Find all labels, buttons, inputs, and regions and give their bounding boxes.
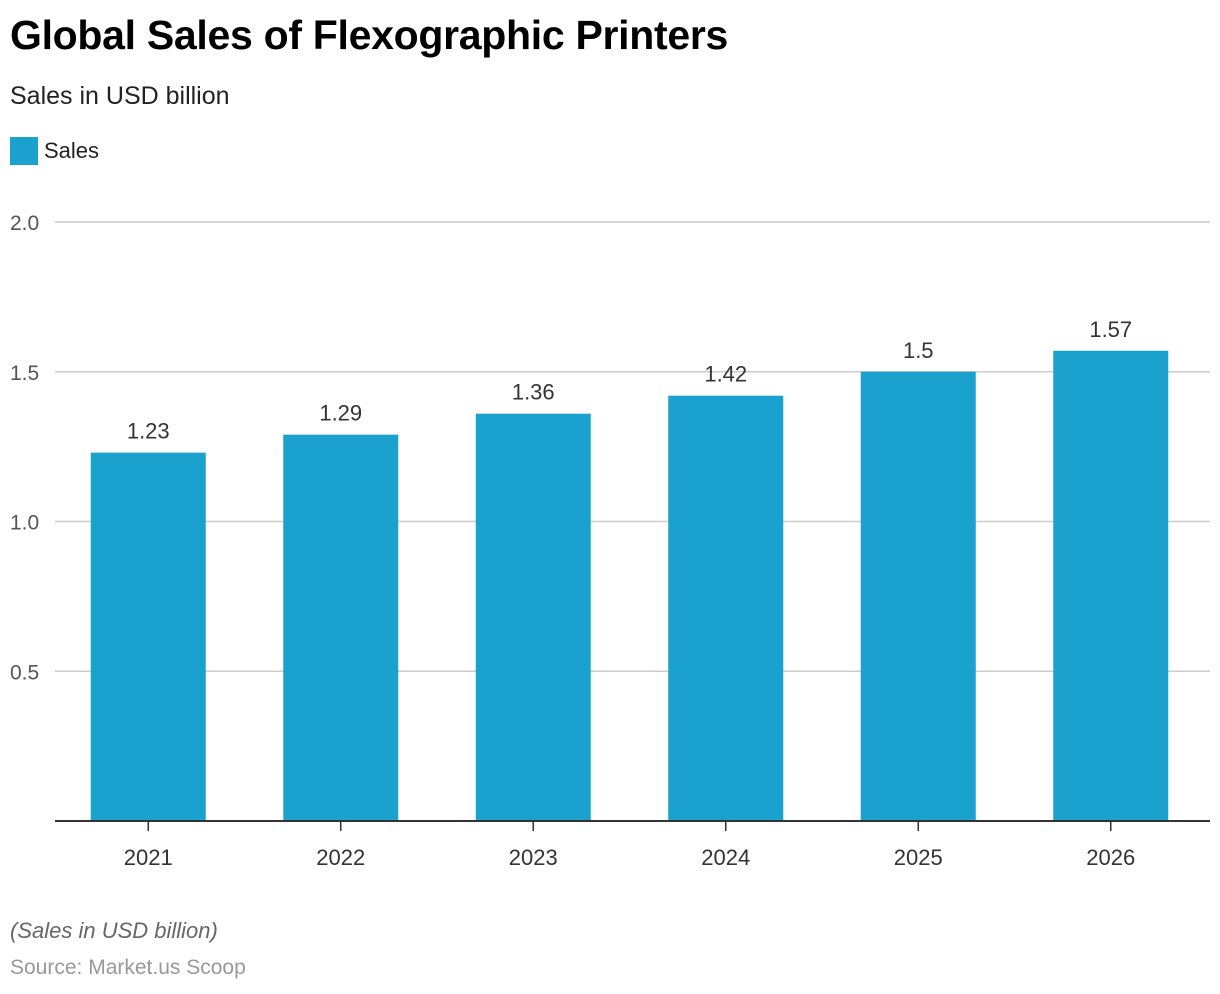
x-tick-label: 2024 <box>701 845 750 870</box>
x-axis: 2021 2022 2023 2024 2025 2026 <box>55 820 1210 870</box>
bar-2024 <box>668 395 784 821</box>
legend-swatch <box>10 137 38 165</box>
bar-2022 <box>283 434 399 821</box>
y-tick-label: 1.5 <box>10 362 39 385</box>
chart-title: Global Sales of Flexographic Printers <box>10 12 728 58</box>
bar-2025 <box>860 371 976 821</box>
bar-2023 <box>475 413 591 821</box>
bar-2021 <box>90 452 206 821</box>
x-tick-label: 2021 <box>124 845 173 870</box>
x-tick-label: 2026 <box>1086 845 1135 870</box>
value-label: 1.29 <box>319 401 362 426</box>
y-tick-labels: 0.5 1.0 1.5 2.0 <box>10 212 39 684</box>
x-tick-label: 2023 <box>509 845 558 870</box>
y-tick-label: 0.5 <box>10 661 39 684</box>
y-tick-label: 2.0 <box>10 212 39 235</box>
value-label: 1.42 <box>704 362 747 387</box>
value-label: 1.23 <box>127 419 170 444</box>
value-labels: 1.23 1.29 1.36 1.42 1.5 1.57 <box>127 317 1132 444</box>
legend-label-sales: Sales <box>44 138 100 163</box>
chart-source: Source: Market.us Scoop <box>10 956 246 979</box>
x-tick-label: 2022 <box>316 845 365 870</box>
value-label: 1.5 <box>903 338 934 363</box>
legend: Sales <box>10 137 99 165</box>
chart-subtitle: Sales in USD billion <box>10 82 230 110</box>
bars <box>90 350 1169 821</box>
chart-note: (Sales in USD billion) <box>10 918 218 943</box>
grid-lines <box>55 221 1210 672</box>
value-label: 1.57 <box>1089 317 1132 342</box>
x-tick-label: 2025 <box>894 845 943 870</box>
bar-2026 <box>1053 350 1169 821</box>
value-label: 1.36 <box>512 380 555 405</box>
y-tick-label: 1.0 <box>10 512 39 535</box>
